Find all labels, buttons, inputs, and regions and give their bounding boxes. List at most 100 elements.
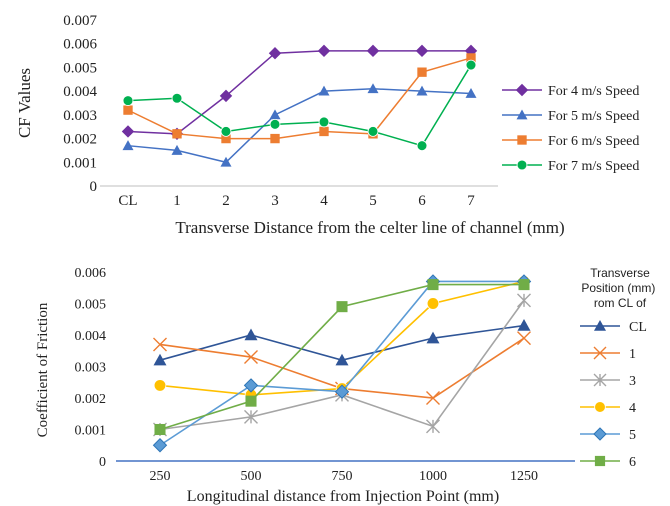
- data-point-shape: [416, 85, 428, 96]
- data-point: [367, 83, 379, 94]
- y-axis-title: Coefficient of Friction: [35, 302, 51, 437]
- x-tick-label: 750: [332, 469, 353, 484]
- x-tick-label: 3: [271, 193, 279, 209]
- legend-label: For 7 m/s Speed: [548, 159, 639, 174]
- data-point: [416, 85, 428, 96]
- data-point-shape: [154, 423, 166, 436]
- data-point-shape: [426, 419, 440, 434]
- data-point: [171, 92, 183, 104]
- data-point-shape: [244, 409, 258, 424]
- legend-title-line: Transverse: [590, 266, 650, 280]
- y-tick-label: 0.004: [63, 84, 97, 100]
- data-point: [220, 126, 232, 137]
- legend-label: 1: [629, 347, 636, 362]
- legend-marker: [594, 455, 606, 467]
- data-point-shape: [244, 328, 258, 341]
- x-tick-label: 1: [173, 193, 181, 209]
- y-tick-label: 0.006: [75, 266, 107, 281]
- data-point: [244, 409, 258, 424]
- data-point: [336, 301, 348, 313]
- data-point-shape: [171, 144, 183, 155]
- y-tick-label: 0.002: [63, 132, 97, 148]
- data-point-shape: [426, 331, 440, 344]
- legend-marker-shape: [594, 401, 606, 413]
- data-point: [243, 378, 259, 393]
- x-tick-label: 5: [369, 193, 377, 209]
- legend-marker: [517, 135, 527, 145]
- legend-title: Transverse Position (mm) rom CL of: [581, 266, 658, 310]
- data-point-shape: [318, 85, 330, 96]
- series-line: [127, 50, 471, 135]
- data-point: [268, 46, 282, 60]
- data-point: [153, 337, 167, 352]
- legend-marker-shape: [517, 135, 527, 145]
- data-point: [123, 105, 133, 115]
- series-6: [154, 279, 530, 436]
- series-line: [127, 57, 472, 140]
- data-point-shape: [465, 88, 477, 98]
- legend: For 4 m/s Speed For 5 m/s Speed For 6 m/s …: [502, 83, 639, 174]
- data-point-shape: [268, 46, 282, 60]
- data-point-shape: [416, 140, 428, 152]
- data-point-shape: [415, 44, 429, 58]
- data-point-shape: [366, 44, 380, 58]
- data-point-shape: [171, 92, 183, 104]
- y-axis-title: CF Values: [15, 68, 34, 138]
- data-point: [245, 395, 257, 407]
- legend-marker-shape: [516, 109, 528, 120]
- x-axis-title: Transverse Distance from the celter line…: [175, 218, 564, 237]
- data-point: [426, 391, 440, 405]
- data-point: [172, 129, 182, 139]
- data-point-shape: [122, 140, 134, 151]
- data-point: [318, 116, 330, 128]
- data-point-shape: [244, 350, 258, 365]
- data-point: [219, 89, 233, 103]
- legend-marker: [594, 320, 606, 331]
- y-tick-label: 0.003: [63, 108, 97, 124]
- data-point: [518, 279, 530, 291]
- data-point-shape: [243, 378, 259, 393]
- legend-marker-shape: [594, 455, 606, 467]
- series-2: [122, 83, 477, 167]
- data-point-shape: [334, 384, 350, 399]
- data-point: [152, 438, 168, 453]
- data-point: [317, 44, 331, 58]
- data-point-shape: [219, 89, 233, 103]
- data-point: [427, 279, 439, 291]
- legend-marker-shape: [593, 373, 607, 387]
- data-point: [270, 133, 280, 144]
- data-point: [220, 156, 232, 167]
- data-point-shape: [122, 95, 134, 106]
- data-point: [366, 44, 380, 58]
- data-point-shape: [367, 126, 379, 137]
- legend-marker-shape: [593, 427, 607, 441]
- x-tick-label: 250: [150, 469, 171, 484]
- data-point: [269, 109, 281, 120]
- data-point-shape: [269, 109, 281, 120]
- chart-2: 0 0.001 0.002 0.003 0.004 0.005 0.006 250 500 750…: [35, 266, 659, 505]
- legend-title-line: rom CL of: [594, 296, 647, 310]
- x-tick-label: 7: [467, 193, 475, 209]
- data-point-shape: [426, 391, 440, 405]
- legend-marker: [516, 159, 528, 171]
- data-point: [517, 293, 531, 308]
- legend-label: 6: [629, 455, 636, 470]
- legend-label: CL: [629, 320, 647, 335]
- data-point-shape: [269, 118, 281, 130]
- legend-title-line: Position (mm): [581, 281, 658, 295]
- x-tick-label: 2: [222, 193, 230, 209]
- data-point: [416, 140, 428, 152]
- y-tick-label: 0.007: [63, 13, 97, 29]
- y-tick-label: 0.002: [75, 392, 107, 407]
- data-point: [153, 353, 167, 366]
- data-point-shape: [221, 133, 231, 144]
- y-tick-label: 0: [90, 179, 98, 195]
- data-point: [415, 44, 429, 58]
- data-point: [334, 384, 350, 399]
- data-point-shape: [426, 297, 440, 310]
- legend-label: For 6 m/s Speed: [548, 134, 639, 149]
- data-point-shape: [427, 279, 439, 291]
- x-tick-label: CL: [118, 193, 137, 209]
- series-1: [153, 319, 531, 366]
